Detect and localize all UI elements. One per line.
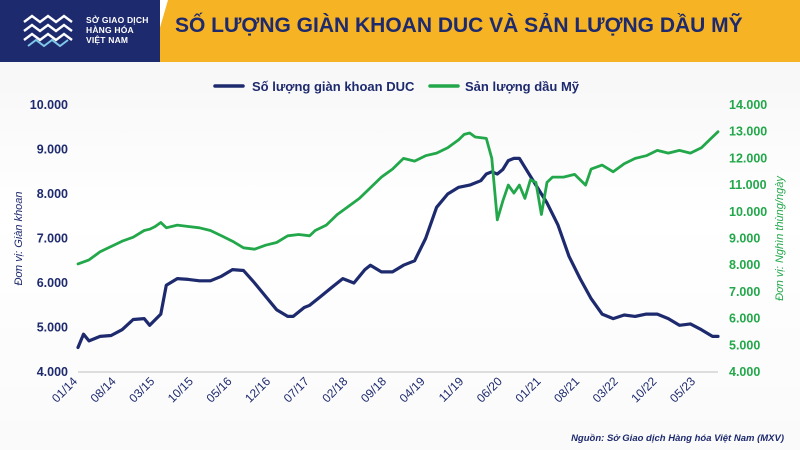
logo-line-3: VIỆT NAM xyxy=(86,35,129,45)
y-left-tick-label: 4.000 xyxy=(37,365,68,379)
y-left-tick-label: 9.000 xyxy=(37,143,68,157)
x-tick-label: 02/18 xyxy=(319,374,350,405)
y-right-tick-label: 9.000 xyxy=(729,232,760,246)
y-right-tick-label: 8.000 xyxy=(729,258,760,272)
x-tick-label: 06/20 xyxy=(474,374,505,405)
x-tick-label: 04/19 xyxy=(397,374,428,405)
y-left-tick-label: 6.000 xyxy=(37,276,68,290)
x-tick-label: 08/14 xyxy=(88,374,119,405)
y-left-tick-label: 10.000 xyxy=(30,98,68,112)
y-left-axis-title: Đơn vị: Giàn khoan xyxy=(13,191,25,285)
x-tick-label: 10/15 xyxy=(165,374,196,405)
y-left-tick-label: 7.000 xyxy=(37,232,68,246)
chart-background xyxy=(0,62,800,450)
x-tick-label: 07/17 xyxy=(281,374,312,405)
y-right-tick-label: 4.000 xyxy=(729,365,760,379)
y-right-tick-label: 12.000 xyxy=(729,151,767,165)
y-left-tick-label: 5.000 xyxy=(37,321,68,335)
logo-line-1: SỞ GIAO DỊCH xyxy=(86,15,149,25)
y-right-tick-label: 7.000 xyxy=(729,285,760,299)
y-right-tick-label: 6.000 xyxy=(729,312,760,326)
x-tick-label: 03/22 xyxy=(590,374,621,405)
x-tick-label: 08/21 xyxy=(551,374,582,405)
y-left-tick-label: 8.000 xyxy=(37,187,68,201)
y-right-tick-label: 14.000 xyxy=(729,98,767,112)
x-tick-label: 09/18 xyxy=(358,374,389,405)
series-line-duc xyxy=(76,156,720,350)
logo-line-2: HÀNG HÓA xyxy=(86,25,134,35)
x-tick-label: 05/16 xyxy=(203,374,234,405)
logo-text: SỞ GIAO DỊCH HÀNG HÓA VIỆT NAM xyxy=(86,15,149,45)
x-tick-label: 01/21 xyxy=(512,374,543,405)
legend-label: Sản lượng dầu Mỹ xyxy=(465,79,580,94)
y-right-tick-label: 5.000 xyxy=(729,338,760,352)
x-tick-label: 03/15 xyxy=(126,374,157,405)
series-line-oil xyxy=(76,130,720,266)
y-right-tick-label: 10.000 xyxy=(729,205,767,219)
x-tick-label: 12/16 xyxy=(242,374,273,405)
y-right-axis-title: Đơn vị: Nghìn thùng/ngày xyxy=(774,175,786,301)
title-bar xyxy=(150,0,800,62)
logo-mark-icon xyxy=(23,14,73,48)
y-right-tick-label: 13.000 xyxy=(729,125,767,139)
logo: SỞ GIAO DỊCH HÀNG HÓA VIỆT NAM xyxy=(0,0,160,62)
y-right-tick-label: 11.000 xyxy=(729,178,767,192)
x-tick-label: 05/23 xyxy=(667,374,698,405)
header: SỞ GIAO DỊCH HÀNG HÓA VIỆT NAM SỐ LƯỢNG … xyxy=(0,0,800,78)
source-note: Nguồn: Sở Giao dịch Hàng hóa Việt Nam (M… xyxy=(571,433,784,444)
x-tick-label: 10/22 xyxy=(628,374,659,405)
legend-label: Số lượng giàn khoan DUC xyxy=(252,79,415,94)
x-tick-label: 11/19 xyxy=(436,374,467,405)
chart-title: SỐ LƯỢNG GIÀN KHOAN DUC VÀ SẢN LƯỢNG DẦU… xyxy=(175,14,743,37)
